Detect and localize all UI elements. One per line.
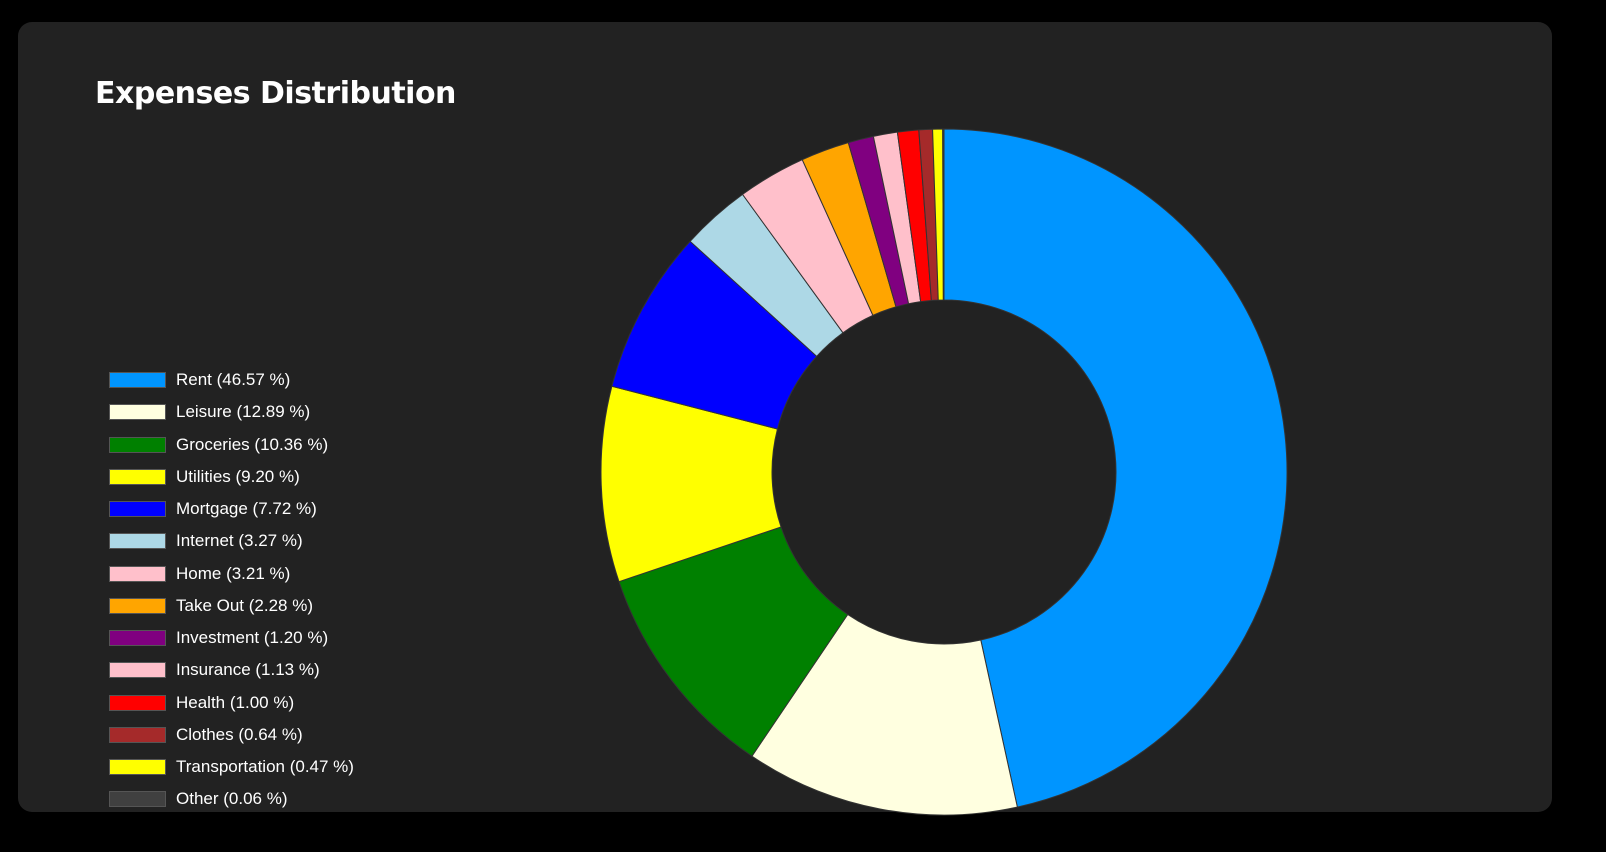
legend-item-internet[interactable]: Internet (3.27 %) [109, 525, 354, 557]
legend-swatch [109, 372, 166, 389]
legend-item-home[interactable]: Home (3.21 %) [109, 558, 354, 590]
legend-swatch [109, 404, 166, 421]
legend-item-other[interactable]: Other (0.06 %) [109, 783, 354, 815]
legend-item-take-out[interactable]: Take Out (2.28 %) [109, 590, 354, 622]
legend-label: Groceries (10.36 %) [176, 434, 329, 454]
legend-item-groceries[interactable]: Groceries (10.36 %) [109, 429, 354, 461]
legend-item-utilities[interactable]: Utilities (9.20 %) [109, 461, 354, 493]
legend-item-leisure[interactable]: Leisure (12.89 %) [109, 396, 354, 428]
legend-label: Mortgage (7.72 %) [176, 499, 317, 519]
legend-item-rent[interactable]: Rent (46.57 %) [109, 364, 354, 396]
legend-swatch [109, 759, 166, 776]
legend-item-mortgage[interactable]: Mortgage (7.72 %) [109, 493, 354, 525]
chart-title: Expenses Distribution [95, 76, 456, 111]
legend-swatch [109, 662, 166, 679]
slice-leisure[interactable] [751, 613, 1018, 816]
legend-label: Investment (1.20 %) [176, 628, 329, 648]
legend-swatch [109, 533, 166, 550]
legend-item-insurance[interactable]: Insurance (1.13 %) [109, 654, 354, 686]
legend-label: Internet (3.27 %) [176, 531, 303, 551]
legend-item-health[interactable]: Health (1.00 %) [109, 687, 354, 719]
legend-label: Leisure (12.89 %) [176, 402, 311, 422]
legend-swatch [109, 630, 166, 647]
chart-card: Expenses Distribution Rent (46.57 %) Leis… [18, 22, 1552, 816]
legend-item-investment[interactable]: Investment (1.20 %) [109, 622, 354, 654]
legend-swatch [109, 694, 166, 711]
legend-swatch [109, 501, 166, 518]
legend-swatch [109, 565, 166, 582]
legend-label: Rent (46.57 %) [176, 370, 291, 390]
legend-swatch [109, 791, 166, 808]
legend-label: Insurance (1.13 %) [176, 660, 320, 680]
chart-legend: Rent (46.57 %) Leisure (12.89 %) Groceries… [109, 364, 354, 816]
slice-other[interactable] [942, 128, 945, 301]
legend-swatch [109, 436, 166, 453]
legend-swatch [109, 726, 166, 743]
legend-swatch [109, 597, 166, 614]
legend-label: Transportation (0.47 %) [176, 757, 354, 777]
legend-label: Home (3.21 %) [176, 563, 291, 583]
slice-rent[interactable] [943, 128, 1288, 808]
donut-chart [600, 128, 1288, 816]
legend-item-transportation[interactable]: Transportation (0.47 %) [109, 751, 354, 783]
legend-label: Health (1.00 %) [176, 692, 295, 712]
legend-label: Clothes (0.64 %) [176, 724, 303, 744]
legend-item-clothes[interactable]: Clothes (0.64 %) [109, 719, 354, 751]
legend-swatch [109, 468, 166, 485]
legend-label: Utilities (9.20 %) [176, 466, 300, 486]
legend-label: Take Out (2.28 %) [176, 595, 314, 615]
legend-label: Other (0.06 %) [176, 789, 288, 809]
